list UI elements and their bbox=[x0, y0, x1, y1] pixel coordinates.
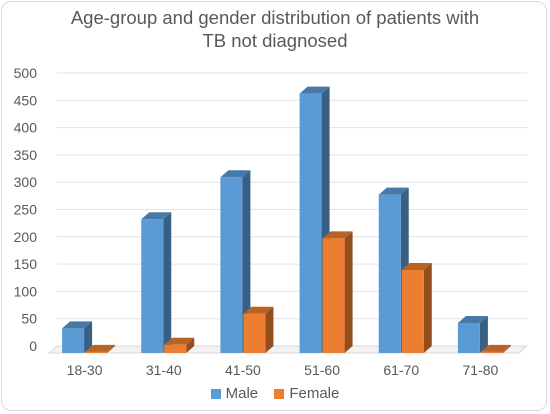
y-tick-label-50: 50 bbox=[21, 311, 37, 327]
bar-male-41-50 bbox=[220, 177, 243, 353]
bar-side-female-41-50 bbox=[265, 306, 274, 353]
bar-top-male-41-50 bbox=[220, 170, 251, 178]
bar-top-female-61-70 bbox=[401, 263, 432, 271]
bar-male-51-60 bbox=[299, 93, 322, 354]
chart-legend: Male Female bbox=[0, 385, 550, 403]
bar-side-male-18-30 bbox=[84, 321, 93, 353]
chart-title: Age-group and gender distribution of pat… bbox=[0, 6, 550, 52]
bar-top-male-18-30 bbox=[62, 321, 93, 329]
y-tick-label-100: 100 bbox=[14, 283, 38, 299]
bar-male-18-30 bbox=[62, 328, 85, 353]
bar-top-female-51-60 bbox=[322, 231, 353, 239]
bar-female-71-80 bbox=[480, 351, 503, 353]
bar-male-61-70 bbox=[378, 194, 401, 353]
chart-title-line-1: Age-group and gender distribution of pat… bbox=[70, 7, 480, 28]
bar-top-female-18-30 bbox=[85, 344, 116, 352]
y-tick-label-250: 250 bbox=[14, 202, 38, 218]
bar-side-female-31-40 bbox=[186, 337, 195, 353]
bar-female-51-60 bbox=[322, 238, 345, 353]
bar-top-female-71-80 bbox=[480, 344, 511, 352]
bar-top-female-41-50 bbox=[243, 306, 274, 314]
x-tick-label-61-70: 61-70 bbox=[383, 362, 419, 378]
y-tick-label-0: 0 bbox=[29, 338, 37, 354]
bar-female-31-40 bbox=[164, 344, 187, 353]
y-tick-label-200: 200 bbox=[14, 229, 38, 245]
x-tick-label-18-30: 18-30 bbox=[67, 362, 103, 378]
bar-side-male-41-50 bbox=[242, 170, 251, 353]
bar-female-41-50 bbox=[243, 313, 266, 353]
bar-top-female-31-40 bbox=[164, 337, 195, 345]
bar-top-male-51-60 bbox=[299, 86, 330, 94]
bar-top-male-71-80 bbox=[457, 315, 488, 323]
bar-female-61-70 bbox=[401, 270, 424, 353]
chart-title-line-2: TB not diagnosed bbox=[202, 30, 348, 51]
y-tick-label-300: 300 bbox=[14, 174, 38, 190]
legend-label-female: Female bbox=[289, 385, 340, 402]
bar-top-male-61-70 bbox=[378, 187, 409, 195]
chart-floor bbox=[47, 345, 529, 354]
y-tick-label-350: 350 bbox=[14, 147, 38, 163]
x-tick-label-31-40: 31-40 bbox=[146, 362, 182, 378]
bar-top-male-31-40 bbox=[141, 212, 172, 220]
bar-side-male-71-80 bbox=[479, 315, 488, 353]
x-tick-label-51-60: 51-60 bbox=[304, 362, 340, 378]
bar-side-female-51-60 bbox=[344, 231, 353, 353]
bar-side-female-71-80 bbox=[502, 344, 511, 353]
y-tick-label-500: 500 bbox=[14, 65, 38, 81]
bar-side-female-61-70 bbox=[423, 263, 432, 353]
x-tick-label-41-50: 41-50 bbox=[225, 362, 261, 378]
x-tick-label-71-80: 71-80 bbox=[463, 362, 499, 378]
bar-side-male-31-40 bbox=[163, 212, 172, 353]
legend-swatch-male bbox=[210, 388, 221, 399]
bar-male-31-40 bbox=[141, 219, 164, 353]
bar-side-female-18-30 bbox=[107, 344, 116, 353]
legend-label-male: Male bbox=[225, 385, 259, 402]
y-tick-label-150: 150 bbox=[14, 256, 38, 272]
bar-female-18-30 bbox=[85, 351, 108, 353]
legend-item-female: Female bbox=[274, 385, 339, 402]
bar-male-71-80 bbox=[457, 322, 480, 353]
y-tick-label-450: 450 bbox=[14, 92, 38, 108]
legend-item-male: Male bbox=[210, 385, 259, 402]
y-tick-label-400: 400 bbox=[14, 120, 38, 136]
legend-swatch-female bbox=[274, 388, 285, 399]
